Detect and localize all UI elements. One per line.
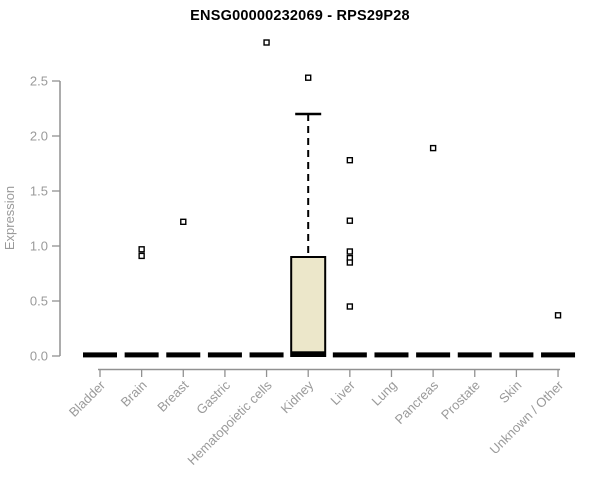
y-tick-label: 1.5 [30,184,48,199]
median-bar-prostate [457,352,492,358]
median-bar-liver [332,352,367,358]
outlier-point-breast [180,218,187,226]
outlier-point-pancreas [429,144,437,152]
median-bar-gastric [207,352,242,358]
median-bar-skin [499,352,534,358]
median-bar-breast [166,352,201,358]
x-tick-label-breast: Breast [154,377,191,414]
y-tick-label: 1.0 [30,239,48,254]
outlier-point-liver [346,248,354,255]
median-bar-lung [374,352,409,358]
x-tick-label-brain: Brain [118,378,150,410]
outlier-point-hematopoietic-cells [263,39,270,46]
y-tick-label: 0.0 [30,349,48,364]
y-tick-label: 2.0 [30,129,48,144]
median-bar-kidney [291,351,326,357]
outlier-point-brain [138,246,145,253]
box-kidney [290,256,327,357]
outlier-point-brain [138,252,145,260]
outlier-point-liver [346,259,354,266]
x-tick-label-pancreas: Pancreas [392,377,442,427]
outlier-point-kidney [305,74,312,81]
outlier-point-liver [346,156,354,164]
median-bar-unknown-other [541,352,576,358]
median-bar-brain [124,352,159,358]
chart-title: ENSG00000232069 - RPS29P28 [190,8,410,24]
outlier-point-liver [346,303,354,310]
x-tick-label-prostate: Prostate [438,378,483,423]
x-tick-label-unknown-other: Unknown / Other [487,377,567,457]
y-tick-label: 0.5 [30,294,48,309]
median-bar-bladder [83,352,117,358]
outlier-point-unknown-other [554,312,562,319]
y-tick-label: 2.5 [30,74,48,89]
x-tick-label-lung: Lung [369,378,400,409]
x-tick-label-kidney: Kidney [278,377,317,416]
x-tick-label-liver: Liver [327,377,358,408]
y-axis-title: Expression [2,186,17,250]
median-bar-hematopoietic-cells [249,352,284,358]
x-tick-label-gastric: Gastric [193,377,233,417]
x-tick-label-bladder: Bladder [66,377,109,420]
outlier-point-liver [346,217,354,224]
median-bar-pancreas [416,352,451,358]
x-tick-label-skin: Skin [496,378,524,406]
